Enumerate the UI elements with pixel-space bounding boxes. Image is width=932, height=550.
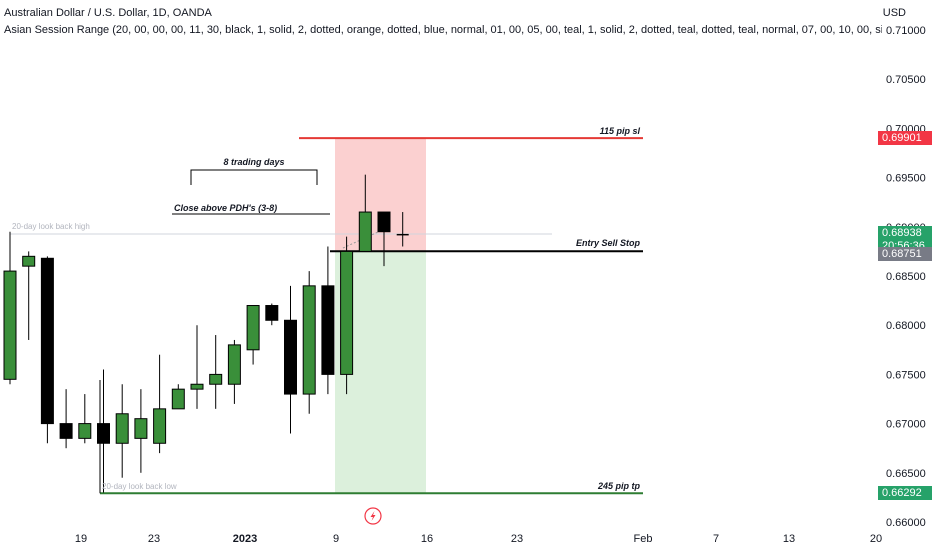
trading-days-bracket: [190, 169, 318, 185]
price-tick-label: 0.67000: [886, 419, 926, 431]
chart-title: Australian Dollar / U.S. Dollar, 1D, OAN…: [4, 7, 212, 19]
time-tick-label: Feb: [634, 533, 653, 545]
time-tick-label: 16: [421, 533, 433, 545]
price-tick-label: 0.66500: [886, 468, 926, 480]
candle-body[interactable]: [302, 285, 316, 395]
candle-body[interactable]: [3, 270, 17, 380]
price-tick-label: 0.66000: [886, 517, 926, 529]
candle-body[interactable]: [340, 250, 354, 375]
pdh-annotation: Close above PDH's (3-8): [174, 203, 277, 213]
price-tick-label: 0.67500: [886, 369, 926, 381]
time-tick-label: 23: [148, 533, 160, 545]
candle-body[interactable]: [115, 413, 129, 444]
projection-line: [342, 231, 379, 249]
trading-days-annotation: 8 trading days: [223, 157, 284, 167]
lookback-high-annotation: 20-day look back high: [12, 222, 90, 231]
candle-body[interactable]: [171, 388, 185, 410]
candle-body[interactable]: [134, 418, 148, 439]
entry-price-label: 0.68751: [878, 247, 932, 262]
time-tick-label: 20: [870, 533, 882, 545]
candle-body[interactable]: [227, 344, 241, 385]
time-tick-label: 23: [511, 533, 523, 545]
time-tick-label: 19: [75, 533, 87, 545]
indicator-legend[interactable]: Asian Session Range (20, 00, 00, 00, 11,…: [4, 24, 882, 36]
candle-body[interactable]: [209, 373, 223, 385]
candle-body[interactable]: [22, 255, 36, 267]
price-tick-label: 0.69500: [886, 173, 926, 185]
time-tick-label: 9: [333, 533, 339, 545]
price-tick-label: 0.71000: [886, 25, 926, 37]
price-tick-label: 0.70500: [886, 74, 926, 86]
candle-body[interactable]: [153, 408, 167, 444]
candle-body[interactable]: [321, 285, 335, 375]
time-tick-label: 2023: [233, 533, 257, 545]
candle-body[interactable]: [59, 423, 73, 439]
price-tick-label: 0.68500: [886, 271, 926, 283]
stop-loss-price-label: 0.69901: [878, 131, 932, 146]
stop-loss-zone: [335, 138, 426, 252]
candle-body[interactable]: [265, 305, 279, 321]
candle-body[interactable]: [358, 211, 372, 252]
currency-label: USD: [882, 7, 906, 19]
candle-body[interactable]: [97, 423, 110, 444]
stop-loss-annotation: 115 pip sl: [600, 126, 641, 136]
candle-body[interactable]: [284, 319, 297, 395]
candle-body[interactable]: [78, 423, 92, 439]
take-profit-price-label: 0.66292: [878, 486, 932, 501]
candle-body[interactable]: [40, 257, 54, 425]
time-tick-label: 7: [713, 533, 719, 545]
time-tick-label: 13: [783, 533, 795, 545]
price-tick-label: 0.68000: [886, 320, 926, 332]
candle-body[interactable]: [246, 305, 260, 351]
lookback-low-annotation: 20-day look back low: [102, 482, 177, 491]
candle-body[interactable]: [377, 211, 391, 233]
candle-body[interactable]: [190, 383, 204, 390]
current-price-label: 0.68938: [878, 225, 932, 240]
lightning-icon[interactable]: [364, 507, 382, 525]
take-profit-annotation: 245 pip tp: [597, 481, 641, 491]
entry-annotation: Entry Sell Stop: [576, 238, 641, 248]
